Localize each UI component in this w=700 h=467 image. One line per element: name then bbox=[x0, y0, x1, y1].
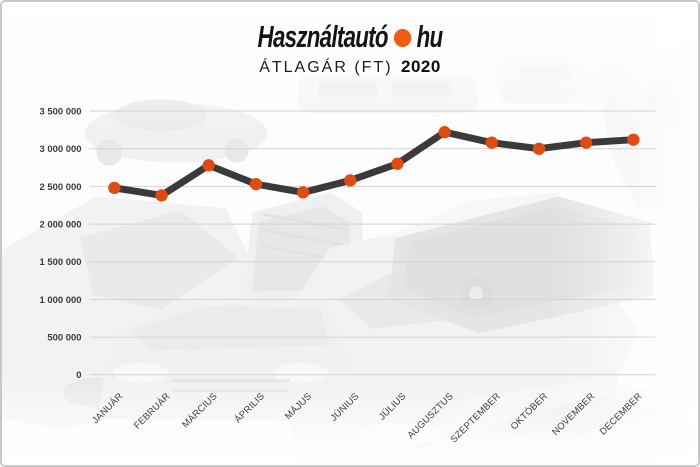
y-axis-tick-label: 3 500 000 bbox=[40, 106, 82, 117]
logo-text-right: hu bbox=[416, 19, 444, 54]
y-axis-tick-label: 3 000 000 bbox=[40, 143, 82, 154]
y-axis-tick-label: 2 000 000 bbox=[40, 219, 82, 230]
y-axis-tick-label: 1 000 000 bbox=[40, 294, 82, 305]
y-axis-tick-label: 1 500 000 bbox=[40, 256, 82, 267]
data-point bbox=[202, 159, 215, 172]
data-point bbox=[296, 186, 310, 199]
x-axis-tick-label: MÁRCIUS bbox=[180, 390, 220, 429]
x-axis-tick-label: AUGUSZTUS bbox=[405, 390, 455, 440]
data-point bbox=[108, 181, 121, 195]
x-axis-tick-label: ÁPRILIS bbox=[232, 390, 266, 424]
data-point bbox=[344, 174, 357, 187]
x-axis-tick-label: MÁJUS bbox=[282, 390, 313, 421]
data-point bbox=[155, 189, 168, 202]
y-axis-tick-label: 500 000 bbox=[47, 332, 81, 343]
x-axis-tick-label: JÚLIUS bbox=[376, 390, 408, 422]
data-point bbox=[391, 157, 404, 170]
x-axis-tick-label: JANUÁR bbox=[89, 390, 124, 425]
price-line bbox=[110, 128, 637, 199]
data-point bbox=[438, 126, 451, 139]
x-axis-tick-label: FEBRUÁR bbox=[131, 390, 172, 431]
chart-subtitle: ÁTLAGÁR (FT) 2020 bbox=[2, 58, 698, 76]
x-axis-tick-label: OKTÓBER bbox=[508, 390, 549, 431]
subtitle-label: ÁTLAGÁR (FT) bbox=[259, 59, 393, 76]
data-point bbox=[579, 136, 593, 149]
right-fade bbox=[553, 2, 698, 465]
logo-hasznaltauto-hu: Használtautó hu bbox=[99, 21, 600, 52]
logo-dot-icon bbox=[393, 29, 411, 47]
data-point bbox=[532, 142, 546, 155]
x-axis-tick-label: JÚNIUS bbox=[328, 390, 361, 423]
subtitle-year: 2020 bbox=[400, 57, 441, 76]
y-axis-tick-label: 0 bbox=[76, 369, 81, 380]
data-point bbox=[485, 136, 498, 149]
x-axis-tick-label: SZEPTEMBER bbox=[448, 390, 502, 444]
header: Használtautó hu ÁTLAGÁR (FT) 2020 bbox=[2, 21, 698, 76]
data-point bbox=[627, 133, 640, 146]
data-point bbox=[249, 177, 263, 191]
x-axis-tick-label: NOVEMBER bbox=[549, 390, 596, 437]
x-axis-tick-label: DECEMBER bbox=[597, 390, 644, 437]
y-axis-tick-label: 2 500 000 bbox=[40, 181, 82, 192]
logo-text-left: Használtautó bbox=[257, 19, 389, 54]
